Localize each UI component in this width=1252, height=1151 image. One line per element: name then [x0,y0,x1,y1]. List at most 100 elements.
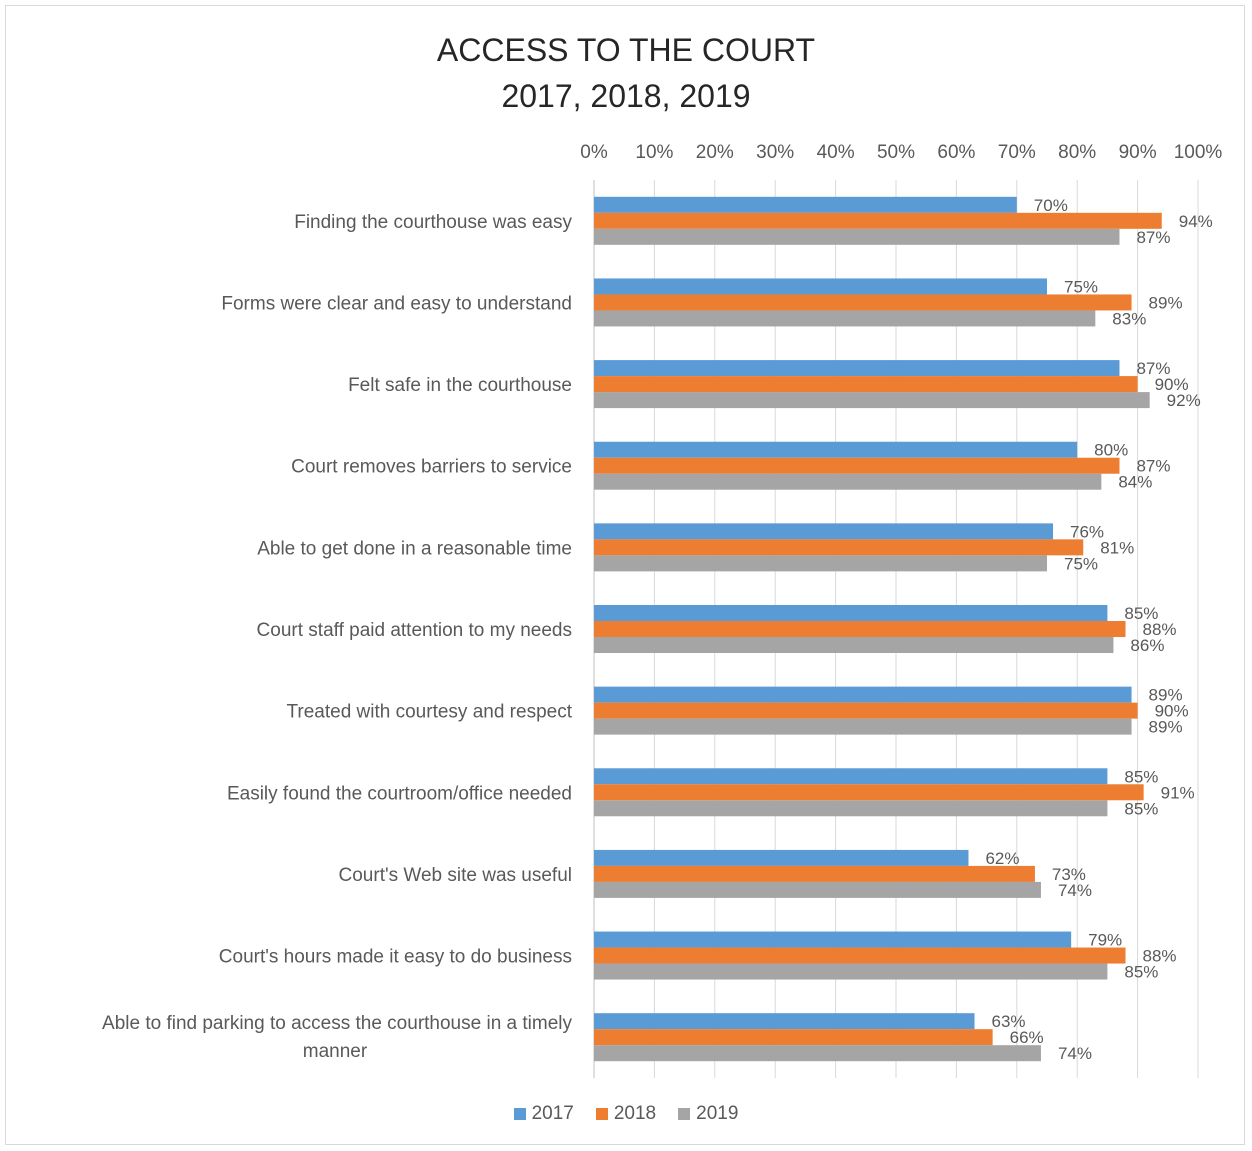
category-label: Treated with courtesy and respect [287,702,573,723]
x-tick-label: 40% [817,142,855,163]
x-tick-label: 0% [580,142,608,163]
bar-2017 [594,196,1017,213]
legend-item-2017: 2017 [513,1103,574,1125]
legend-label: 2018 [613,1103,657,1124]
bar-2017 [594,849,969,866]
data-label: 85% [1124,799,1158,818]
data-label: 89% [1149,293,1183,312]
x-tick-label: 100% [1174,142,1223,163]
data-label: 89% [1149,686,1183,705]
chart-subtitle: 2017, 2018, 2019 [501,78,751,114]
x-tick-label: 80% [1058,142,1096,163]
legend-label: 2019 [696,1103,739,1124]
bar-2018 [594,621,1126,637]
legend-swatch [678,1108,691,1120]
x-tick-label: 60% [937,142,975,163]
category-label: Easily found the courtroom/office needed [227,783,572,804]
data-label: 62% [985,849,1019,868]
data-label: 87% [1136,457,1170,476]
bar-2018 [594,784,1144,801]
data-label: 85% [1124,604,1158,623]
data-label: 85% [1124,963,1158,982]
bar-2017 [594,931,1072,948]
bar-2017 [594,360,1120,377]
bar-2019 [594,881,1041,898]
data-label: 88% [1143,620,1177,639]
bar-2018 [594,457,1120,474]
data-label: 75% [1064,277,1098,296]
data-label: 90% [1155,702,1189,721]
data-label: 94% [1179,212,1213,231]
data-label: 76% [1070,522,1104,541]
x-tick-label: 20% [696,142,734,163]
data-label: 89% [1149,718,1183,737]
data-label: 87% [1136,228,1170,247]
bar-2017 [594,1013,975,1030]
legend-item-2019: 2019 [678,1103,738,1125]
x-tick-label: 10% [635,142,673,163]
bar-2018 [594,212,1162,229]
data-label: 70% [1034,196,1068,215]
data-label: 81% [1100,538,1134,557]
bar-2019 [594,963,1108,980]
chart-title: ACCESS TO THE COURT [436,32,816,68]
bar-2018 [594,294,1132,311]
bar-2019 [594,1045,1041,1062]
bar-2019 [594,800,1108,817]
bar-2017 [594,523,1054,540]
x-tick-label: 30% [756,142,794,163]
data-label: 66% [1010,1028,1044,1047]
category-label: Forms were clear and easy to understand [221,293,572,314]
data-label: 90% [1155,375,1189,394]
data-label: 85% [1124,767,1158,786]
bar-2019 [594,310,1096,327]
category-label: Court's Web site was useful [339,865,572,886]
category-label: Felt safe in the courthouse [348,375,572,396]
x-tick-label: 90% [1119,142,1157,163]
x-tick-label: 70% [998,142,1036,163]
bar-2017 [594,278,1047,295]
bar-2018 [594,702,1138,719]
bar-2018 [594,539,1084,556]
data-label: 79% [1088,931,1122,950]
data-label: 74% [1058,881,1092,900]
data-label: 80% [1094,441,1128,460]
bar-2019 [594,637,1114,653]
data-label: 73% [1052,865,1086,884]
bar-2019 [594,555,1047,572]
bar-2018 [594,376,1138,393]
bar-2018 [594,1029,993,1046]
data-label: 91% [1161,783,1195,802]
category-label: Court removes barriers to service [291,457,572,478]
data-label: 83% [1112,309,1146,328]
data-label: 92% [1167,391,1201,410]
bar-2017 [594,605,1108,621]
bar-2019 [594,473,1102,490]
legend-swatch [595,1108,608,1120]
category-label: Finding the courthouse was easy [294,212,572,233]
bar-2017 [594,768,1108,785]
data-label: 87% [1136,359,1170,378]
bar-2019 [594,392,1150,409]
data-label: 88% [1143,947,1177,966]
bar-2019 [594,718,1132,735]
bar-2017 [594,686,1132,703]
bar-2018 [594,947,1126,964]
category-label: Able to get done in a reasonable time [257,538,572,559]
data-label: 63% [992,1012,1026,1031]
category-label: Court's hours made it easy to do busines… [219,947,572,968]
legend-item-2018: 2018 [595,1103,657,1125]
bar-2017 [594,441,1078,458]
legend: 2017 2018 2019 [0,1103,1252,1125]
category-label: Court staff paid attention to my needs [257,620,572,641]
data-label: 86% [1130,636,1164,655]
x-tick-label: 50% [877,142,915,163]
data-label: 75% [1064,554,1098,573]
legend-label: 2017 [531,1103,574,1124]
data-label: 84% [1118,473,1152,492]
bar-2018 [594,865,1035,882]
legend-swatch [513,1108,526,1120]
bar-2019 [594,228,1120,245]
category-label: Able to find parking to access the court… [102,1013,572,1062]
